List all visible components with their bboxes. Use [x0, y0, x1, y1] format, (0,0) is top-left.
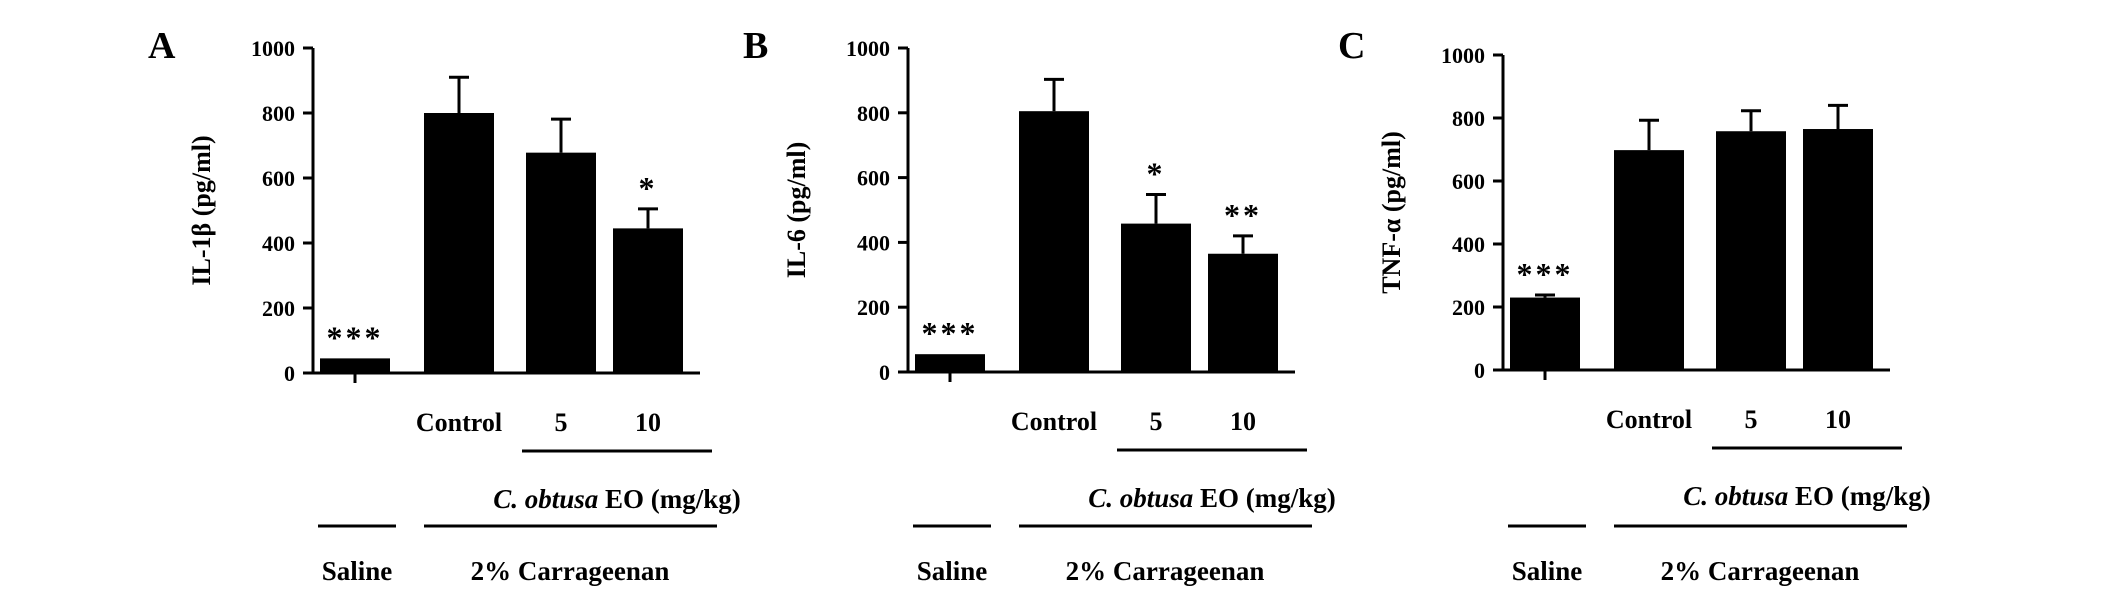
treatment-label: C. obtusa EO (mg/kg)	[1683, 481, 1931, 511]
bar	[1121, 223, 1191, 372]
y-tick-label: 600	[1452, 169, 1485, 194]
y-tick-label: 600	[857, 166, 890, 191]
panel-letter: B	[743, 25, 768, 67]
treatment-label-italic: C. obtusa	[1088, 483, 1193, 513]
y-tick-label: 400	[857, 230, 890, 255]
significance-marker: *	[1147, 155, 1166, 191]
y-tick-label: 600	[262, 166, 295, 191]
chart-panel-a: A 0 200 400 600 800 1000 IL-1β (pg/ml) *** Contro…	[148, 25, 741, 586]
carrageenan-label: 2% Carrageenan	[471, 556, 670, 586]
panel-letter: C	[1338, 25, 1365, 67]
bar	[320, 358, 390, 373]
y-tick-label: 200	[262, 296, 295, 321]
carrageenan-label: 2% Carrageenan	[1066, 556, 1265, 586]
y-tick-label: 0	[879, 360, 890, 385]
treatment-label: C. obtusa EO (mg/kg)	[493, 484, 741, 514]
y-tick-label: 0	[284, 361, 295, 386]
saline-label: Saline	[322, 556, 393, 586]
y-axis-label: TNF-α (pg/ml)	[1377, 131, 1406, 294]
category-label: Control	[416, 408, 502, 437]
treatment-label-unit: EO (mg/kg)	[1193, 483, 1336, 513]
category-label: 10	[635, 408, 661, 437]
y-tick-label: 800	[262, 101, 295, 126]
significance-marker: **	[1224, 197, 1262, 233]
y-tick-label: 400	[262, 231, 295, 256]
y-axis-label: IL-6 (pg/ml)	[782, 142, 811, 279]
y-tick-label: 0	[1474, 358, 1485, 383]
category-label: 5	[555, 408, 568, 437]
bar	[1019, 111, 1089, 373]
bar	[915, 354, 985, 372]
y-tick-label: 800	[857, 101, 890, 126]
significance-marker: ***	[922, 315, 979, 351]
y-axis-label: IL-1β (pg/ml)	[187, 135, 216, 285]
saline-label: Saline	[917, 556, 988, 586]
bar	[526, 152, 596, 373]
category-label: 5	[1745, 405, 1758, 434]
significance-marker: *	[639, 170, 658, 206]
bar	[1510, 297, 1580, 370]
bar	[613, 228, 683, 373]
treatment-label-unit: EO (mg/kg)	[598, 484, 741, 514]
significance-marker: ***	[1517, 256, 1574, 292]
treatment-label-italic: C. obtusa	[493, 484, 598, 514]
category-label: 10	[1230, 407, 1256, 436]
bar	[424, 113, 494, 373]
y-tick-label: 800	[1452, 106, 1485, 131]
saline-label: Saline	[1512, 556, 1583, 586]
y-tick-label: 1000	[251, 36, 295, 61]
category-label: 10	[1825, 405, 1851, 434]
y-tick-label: 200	[1452, 295, 1485, 320]
treatment-label: C. obtusa EO (mg/kg)	[1088, 483, 1336, 513]
category-label: 5	[1150, 407, 1163, 436]
y-tick-label: 1000	[846, 36, 890, 61]
significance-marker: ***	[327, 319, 384, 355]
panel-letter: A	[148, 25, 176, 67]
y-tick-label: 400	[1452, 232, 1485, 257]
category-label: Control	[1606, 405, 1692, 434]
treatment-label-unit: EO (mg/kg)	[1788, 481, 1931, 511]
y-tick-label: 1000	[1441, 43, 1485, 68]
treatment-label-italic: C. obtusa	[1683, 481, 1788, 511]
bar	[1716, 131, 1786, 370]
chart-panel-c: C 0 200 400 600 800 1000 TNF-α (pg/ml) *** Contro…	[1338, 25, 1931, 586]
y-tick-label: 200	[857, 295, 890, 320]
bar	[1803, 129, 1873, 370]
carrageenan-label: 2% Carrageenan	[1661, 556, 1860, 586]
bar	[1614, 150, 1684, 370]
category-label: Control	[1011, 407, 1097, 436]
bar	[1208, 253, 1278, 372]
